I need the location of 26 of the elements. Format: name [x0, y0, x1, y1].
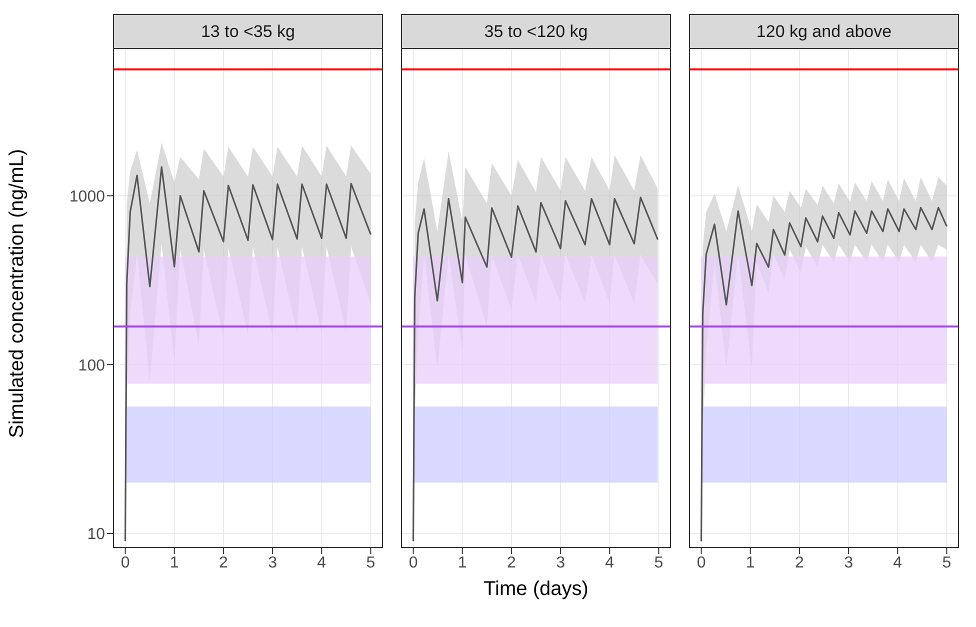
y-tick-label: 1000	[69, 188, 106, 206]
x-tick-label: 1	[458, 554, 467, 572]
y-tick-label: 10	[87, 526, 106, 544]
x-tick-label: 5	[942, 554, 952, 572]
x-tick-label: 4	[893, 554, 902, 572]
x-tick-label: 2	[219, 554, 228, 572]
x-tick-label: 4	[605, 554, 614, 572]
chart-title: 120 kg and above	[689, 14, 959, 49]
chart-title: 13 to <35 kg	[113, 14, 383, 49]
y-axis-title: Simulated concentration (ng/mL)	[6, 148, 28, 438]
x-tick-label: 0	[120, 554, 130, 572]
x-axis-title: Time (days)	[482, 578, 590, 601]
y-tick-label: 100	[78, 357, 106, 374]
x-tick-label: 5	[654, 554, 664, 572]
x-tick-label: 2	[507, 554, 516, 572]
x-tick-label: 1	[170, 554, 179, 572]
x-tick-label: 1	[746, 554, 755, 572]
x-tick-label: 4	[317, 554, 326, 572]
x-tick-label: 3	[556, 554, 566, 572]
x-tick-label: 0	[408, 554, 418, 572]
x-tick-label: 2	[795, 554, 804, 572]
chart-title: 35 to <120 kg	[401, 14, 671, 49]
x-tick-label: 3	[844, 554, 854, 572]
x-tick-label: 0	[696, 554, 706, 572]
x-tick-label: 3	[268, 554, 278, 572]
x-tick-label: 5	[366, 554, 376, 572]
